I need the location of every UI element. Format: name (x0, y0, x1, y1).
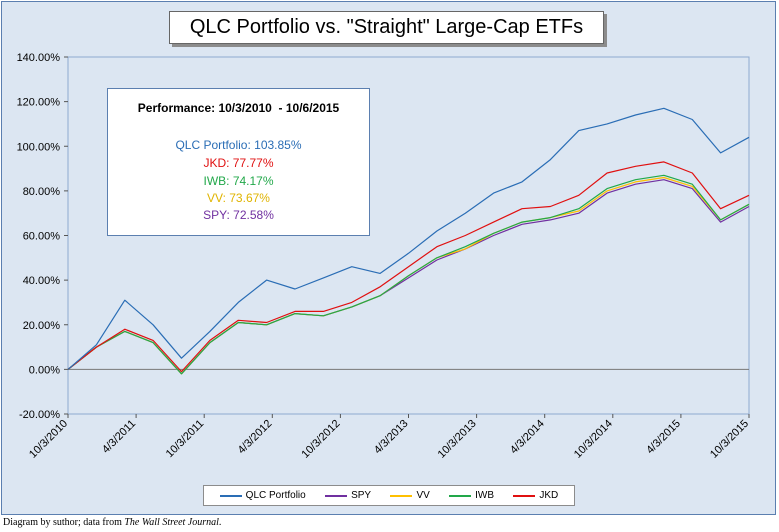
chart-title: QLC Portfolio vs. "Straight" Large-Cap E… (169, 11, 604, 44)
y-tick-label: 40.00% (23, 275, 61, 287)
legend-item-iwb: IWB (449, 490, 494, 501)
y-tick-label: 0.00% (29, 364, 60, 376)
series-line-iwb (67, 174, 750, 375)
footnote-suffix: . (218, 517, 222, 528)
footnote: Diagram by suthor; data from The Wall St… (3, 517, 221, 528)
y-tick-label: -20.00% (19, 409, 60, 421)
x-tick-label: 10/3/2015 (708, 418, 751, 461)
performance-line-jkd: JKD: 77.77% (203, 156, 274, 170)
legend-swatch-spy (325, 494, 348, 497)
x-tick-label: 4/3/2011 (100, 418, 138, 456)
x-tick-label: 10/3/2014 (572, 418, 615, 461)
series-line-jkd (67, 161, 750, 373)
y-tick-label: 120.00% (17, 97, 61, 109)
x-tick-label: 4/3/2013 (372, 418, 411, 457)
y-tick-label: 80.00% (23, 186, 61, 198)
chart-title-text: QLC Portfolio vs. "Straight" Large-Cap E… (189, 16, 584, 38)
footnote-prefix: Diagram by suthor; data from (3, 517, 125, 528)
legend-swatch-iwb (449, 494, 472, 497)
performance-heading: Performance: 10/3/2010 - 10/6/2015 (137, 101, 340, 115)
legend-item-spy: SPY (325, 490, 371, 501)
chart-legend: QLC Portfolio SPY VV IWB JKD (203, 485, 575, 506)
x-tick-label: 4/3/2014 (508, 418, 547, 457)
legend-label-spy: SPY (351, 490, 372, 501)
performance-line-spy: SPY: 72.58% (203, 208, 274, 222)
y-tick-label: 140.00% (17, 52, 61, 64)
y-tick-label: 60.00% (23, 231, 61, 243)
x-tick-label: 4/3/2015 (644, 418, 683, 457)
y-tick-label: 20.00% (23, 320, 61, 332)
performance-line-iwb: IWB: 74.17% (203, 174, 274, 188)
x-tick-label: 4/3/2012 (236, 418, 275, 457)
x-tick-label: 10/3/2011 (164, 418, 207, 461)
x-tick-label: 10/3/2012 (299, 418, 342, 461)
footnote-source: The Wall Street Journal (124, 517, 219, 528)
legend-item-jkd: JKD (513, 490, 558, 501)
legend-item-vv: VV (390, 490, 430, 501)
x-tick-label: 10/3/2013 (436, 418, 479, 461)
legend-label-vv: VV (416, 490, 430, 501)
legend-item-qlc: QLC Portfolio (219, 490, 306, 501)
y-tick-label: 100.00% (17, 141, 61, 153)
series-line-qlc-portfolio (67, 107, 750, 370)
legend-swatch-vv (390, 494, 413, 497)
performance-line-qlc: QLC Portfolio: 103.85% (175, 138, 302, 152)
performance-line-vv: VV: 73.67% (207, 191, 270, 205)
legend-swatch-qlc (219, 494, 242, 497)
legend-label-qlc: QLC Portfolio (245, 490, 306, 501)
performance-box: Performance: 10/3/2010 - 10/6/2015 QLC P… (107, 88, 370, 236)
legend-label-iwb: IWB (475, 490, 495, 501)
legend-label-jkd: JKD (539, 490, 559, 501)
x-tick-label: 10/3/2010 (27, 418, 70, 461)
legend-swatch-jkd (513, 494, 536, 497)
